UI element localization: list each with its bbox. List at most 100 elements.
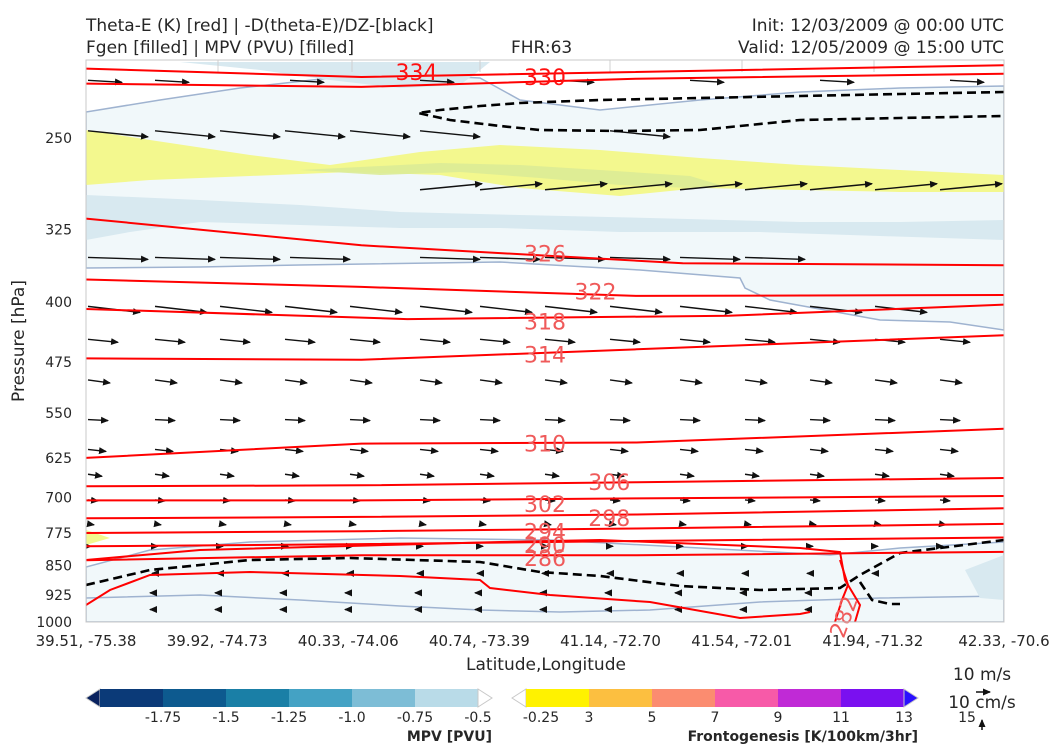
theta-e-label-334: 334 [395, 61, 437, 86]
wind-vector [154, 78, 190, 86]
colorbar-segment [841, 689, 905, 707]
wind-vector [609, 416, 631, 424]
wind-vector [419, 180, 483, 191]
colorbar-tick-label: -1.0 [338, 710, 365, 726]
dthetae-contour-upper [417, 90, 1004, 133]
y-axis-ticks: 250 325 400 475 550 625 700 775 850 925 1000 [36, 131, 72, 631]
wind-vector [479, 447, 499, 455]
fgen-fill-green [300, 163, 720, 188]
theta-e-contour-310 [86, 427, 1004, 459]
theta-e-contour-lower-top [86, 538, 862, 622]
theta-e-label-314: 314 [524, 344, 566, 369]
colorbar-segment [100, 689, 164, 707]
theta-e-contour-330 [86, 72, 1004, 88]
wind-vector [949, 78, 985, 86]
wind-vector [744, 447, 764, 455]
wind-vector [609, 180, 673, 191]
wind-vector [679, 255, 741, 263]
y-tick-label: 625 [45, 451, 72, 467]
x-tick-label: 41.94, -71.32 [822, 632, 923, 650]
wind-vector [419, 471, 435, 479]
wind-vector [543, 520, 552, 528]
valid-time: Valid: 12/05/2009 @ 15:00 UTC [738, 38, 1004, 58]
wind-vector [154, 378, 178, 386]
wind-vector [939, 378, 963, 386]
x-axis-label: Latitude,Longitude [466, 655, 626, 675]
colorbar-segment [715, 689, 779, 707]
fgen-colorbar: 3 5 7 9 11 13 15 [511, 688, 976, 726]
theta-e-contour-294 [86, 522, 1004, 534]
wind-vector [809, 416, 831, 424]
wind-vector [744, 416, 766, 424]
wind-vector [744, 305, 798, 316]
title-line-1: Theta-E (K) [red] | -D(theta-E)/DZ-[blac… [86, 16, 434, 36]
colorbar-tick-label: 3 [585, 710, 594, 726]
wind-vector [608, 520, 617, 528]
wind-vector [544, 447, 564, 455]
wind-vector [219, 416, 241, 424]
theta-e-contour-322 [86, 278, 1004, 297]
wind-vector [479, 338, 511, 346]
wind-vector [479, 471, 495, 479]
theta-e-label-310: 310 [524, 433, 566, 458]
wind-vector [874, 447, 894, 455]
theta-e-contour-306 [86, 477, 1004, 488]
wind-vector [939, 496, 951, 504]
mpv-fill-upper-mid [86, 195, 1004, 240]
wind-vector [874, 496, 886, 504]
wind-vector [219, 378, 243, 386]
wind-vector [284, 447, 304, 455]
x-axis-ticks: 39.51, -75.38 39.92, -74.73 40.33, -74.06 4… [36, 632, 1050, 650]
wind-vector [819, 78, 855, 86]
wind-vector [679, 180, 743, 191]
y-tick-label: 925 [45, 588, 72, 604]
theta-e-contour-314 [86, 334, 1004, 361]
wind-vector [419, 78, 455, 86]
wind-vector [544, 180, 608, 191]
wind-vector [289, 78, 325, 86]
wind-vector [679, 305, 733, 316]
wind-vector [479, 305, 533, 316]
colorbar-segment [415, 689, 479, 707]
wind-vector [284, 130, 346, 140]
wind-vector [609, 305, 663, 316]
y-tick-label: 325 [45, 223, 72, 239]
wind-vector [939, 471, 955, 479]
colorbar-segment [163, 689, 227, 707]
colorbar-extend-right [903, 688, 919, 708]
wind-vector [154, 416, 176, 424]
colorbar-tick-label: -0.25 [523, 710, 559, 726]
theta-e-label-294: 294 [524, 521, 566, 546]
dthetae-dz-contours [86, 90, 1004, 606]
wind-vector [86, 520, 95, 528]
wind-vector [419, 416, 441, 424]
theta-e-contour-326 [86, 217, 1004, 267]
wind-vector [679, 378, 703, 386]
wind-vector [609, 447, 629, 455]
wind-vector [154, 447, 174, 455]
wind-vector [419, 338, 451, 346]
y-tick-label: 775 [45, 526, 72, 542]
colorbar-extend-left [85, 688, 101, 708]
forecast-hour: FHR:63 [511, 38, 573, 58]
colorbar-tick-label: 7 [711, 710, 720, 726]
theta-e-label-298: 298 [588, 507, 630, 532]
theta-e-contour-lower-loop [86, 570, 811, 620]
wind-vector [87, 255, 149, 263]
wind-vector [284, 305, 338, 316]
wind-vector [744, 378, 768, 386]
wind-vector [154, 130, 216, 140]
wind-vector [609, 338, 641, 346]
colorbar-tick-label: 9 [774, 710, 783, 726]
wind-vector [349, 305, 403, 316]
wind-vector [478, 520, 487, 528]
wind-vector [154, 471, 170, 479]
wind-vector [284, 416, 306, 424]
wind-vector [809, 471, 825, 479]
title-line-2: Fgen [filled] | MPV (PVU) [filled] [86, 38, 355, 58]
wind-vector [154, 255, 216, 263]
x-tick-label: 42.33, -70.6 [958, 632, 1049, 650]
wind-vector [349, 338, 381, 346]
wind-vector [874, 416, 896, 424]
